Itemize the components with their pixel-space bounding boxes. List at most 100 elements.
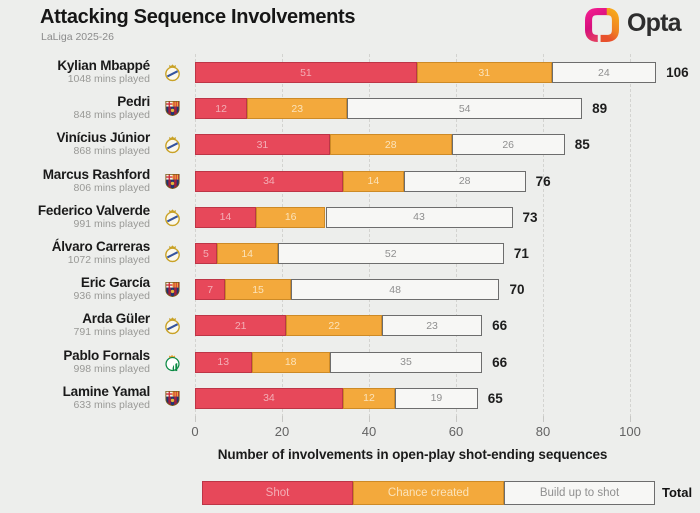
player-row: Kylian Mbappé 1048 mins played 106 51 31 2… bbox=[0, 58, 700, 98]
legend-item-build-up: Build up to shot bbox=[504, 481, 655, 505]
bar-segment-shot: 13 bbox=[195, 351, 252, 373]
bar-segment-shot: 34 bbox=[195, 170, 343, 192]
bar-segment-build-up: 23 bbox=[382, 315, 483, 337]
player-name: Pablo Fornals bbox=[63, 347, 150, 363]
gridline bbox=[543, 54, 544, 422]
player-minutes: 1072 mins played bbox=[67, 254, 150, 266]
x-tick-mark bbox=[369, 416, 370, 422]
player-name: Vinícius Júnior bbox=[56, 130, 150, 146]
bar-segment-chance-created: 14 bbox=[216, 243, 278, 264]
x-tick-mark bbox=[630, 416, 631, 422]
bar-segment-shot: 34 bbox=[195, 387, 343, 409]
total-value: 73 bbox=[522, 209, 538, 225]
bar-segment-chance-created: 28 bbox=[329, 134, 452, 156]
gridline bbox=[282, 54, 283, 422]
x-tick-mark bbox=[282, 416, 283, 422]
bar-segment-chance-created: 14 bbox=[342, 170, 404, 192]
bar-segment-build-up: 24 bbox=[551, 62, 657, 83]
player-minutes: 1048 mins played bbox=[67, 73, 150, 85]
team-crest-icon bbox=[163, 172, 182, 191]
player-row: Arda Güler 791 mins played 66 21 22 23 bbox=[0, 311, 700, 351]
x-tick-label: 100 bbox=[619, 424, 641, 439]
player-name: Arda Güler bbox=[82, 311, 150, 327]
bar-segment-build-up: 26 bbox=[451, 134, 565, 156]
bar-segment-chance-created: 12 bbox=[342, 387, 396, 409]
opta-brand-icon bbox=[585, 8, 619, 42]
x-tick-label: 40 bbox=[361, 424, 377, 439]
legend-total-label: Total bbox=[662, 485, 693, 500]
player-row: Lamine Yamal 633 mins played 65 34 12 19 bbox=[0, 384, 700, 424]
player-name: Pedri bbox=[117, 94, 150, 110]
player-row: Pedri 848 mins played 89 12 23 54 bbox=[0, 94, 700, 134]
player-name: Kylian Mbappé bbox=[57, 58, 150, 73]
x-tick-mark bbox=[543, 416, 544, 422]
bar-segment-chance-created: 15 bbox=[225, 279, 291, 301]
player-row: Marcus Rashford 806 mins played 76 34 14 2… bbox=[0, 167, 700, 207]
team-crest-icon bbox=[163, 99, 182, 118]
player-name: Federico Valverde bbox=[37, 202, 150, 218]
bar-segment-shot: 31 bbox=[195, 134, 330, 156]
x-tick-label: 0 bbox=[191, 424, 199, 439]
x-tick-label: 20 bbox=[274, 424, 290, 439]
bar-segment-shot: 21 bbox=[195, 315, 287, 337]
gridline bbox=[456, 54, 457, 422]
x-axis-title: Number of involvements in open-play shot… bbox=[217, 447, 608, 462]
player-name: Eric García bbox=[80, 275, 150, 291]
bar-segment-shot: 51 bbox=[195, 62, 417, 83]
gridline bbox=[195, 54, 196, 422]
bar-segment-shot: 12 bbox=[195, 98, 248, 120]
team-crest-icon bbox=[163, 389, 182, 408]
team-crest-icon bbox=[163, 208, 182, 227]
player-row: Vinícius Júnior 868 mins played 85 31 28 2… bbox=[0, 130, 700, 170]
player-row: Eric García 936 mins played 70 7 15 48 bbox=[0, 275, 700, 315]
team-crest-icon bbox=[163, 135, 182, 154]
legend-item-shot: Shot bbox=[202, 481, 353, 505]
player-minutes: 806 mins played bbox=[73, 181, 150, 194]
bar-segment-shot: 7 bbox=[195, 279, 226, 301]
player-minutes: 848 mins played bbox=[73, 109, 150, 122]
player-name: Álvaro Carreras bbox=[51, 239, 151, 254]
player-minutes: 868 mins played bbox=[73, 145, 150, 158]
gridline bbox=[369, 54, 370, 422]
bar-segment-build-up: 52 bbox=[277, 243, 504, 264]
bar-segment-build-up: 54 bbox=[347, 98, 583, 120]
total-value: 106 bbox=[666, 65, 689, 80]
total-value: 71 bbox=[513, 246, 529, 261]
player-minutes: 991 mins played bbox=[73, 217, 150, 230]
bar-segment-chance-created: 18 bbox=[251, 351, 330, 373]
team-crest-icon bbox=[163, 353, 182, 372]
opta-brand-name: Opta bbox=[627, 9, 682, 37]
opta-logo: Opta bbox=[585, 7, 695, 43]
bar-segment-build-up: 43 bbox=[325, 206, 513, 228]
bar-segment-build-up: 19 bbox=[395, 387, 478, 409]
total-value: 65 bbox=[487, 390, 503, 406]
x-tick-label: 80 bbox=[535, 424, 551, 439]
player-minutes: 936 mins played bbox=[73, 290, 150, 303]
total-value: 66 bbox=[492, 318, 508, 334]
legend-item-chance-created: Chance created bbox=[353, 481, 504, 505]
x-tick-mark bbox=[195, 416, 196, 422]
player-name: Lamine Yamal bbox=[62, 383, 151, 399]
bar-segment-shot: 5 bbox=[195, 243, 217, 264]
team-crest-icon bbox=[163, 316, 182, 335]
player-minutes: 633 mins played bbox=[73, 398, 150, 411]
player-name: Marcus Rashford bbox=[42, 166, 150, 182]
total-value: 89 bbox=[592, 101, 608, 117]
page-subtitle: LaLiga 2025-26 bbox=[41, 31, 114, 43]
x-tick-mark bbox=[456, 416, 457, 422]
bar-segment-chance-created: 16 bbox=[255, 206, 326, 228]
team-crest-icon bbox=[163, 280, 182, 299]
total-value: 76 bbox=[535, 173, 551, 189]
total-value: 70 bbox=[509, 282, 525, 298]
bar-segment-chance-created: 23 bbox=[247, 98, 348, 120]
player-row: Álvaro Carreras 1072 mins played 71 5 14 5… bbox=[0, 239, 700, 279]
total-value: 85 bbox=[574, 137, 590, 153]
bar-segment-chance-created: 22 bbox=[286, 315, 383, 337]
player-minutes: 791 mins played bbox=[73, 326, 150, 339]
team-crest-icon bbox=[163, 63, 182, 82]
player-row: Pablo Fornals 998 mins played 66 13 18 35 bbox=[0, 348, 700, 388]
bar-segment-shot: 14 bbox=[195, 206, 256, 228]
gridline bbox=[630, 54, 631, 422]
page-title: Attacking Sequence Involvements bbox=[40, 6, 356, 28]
